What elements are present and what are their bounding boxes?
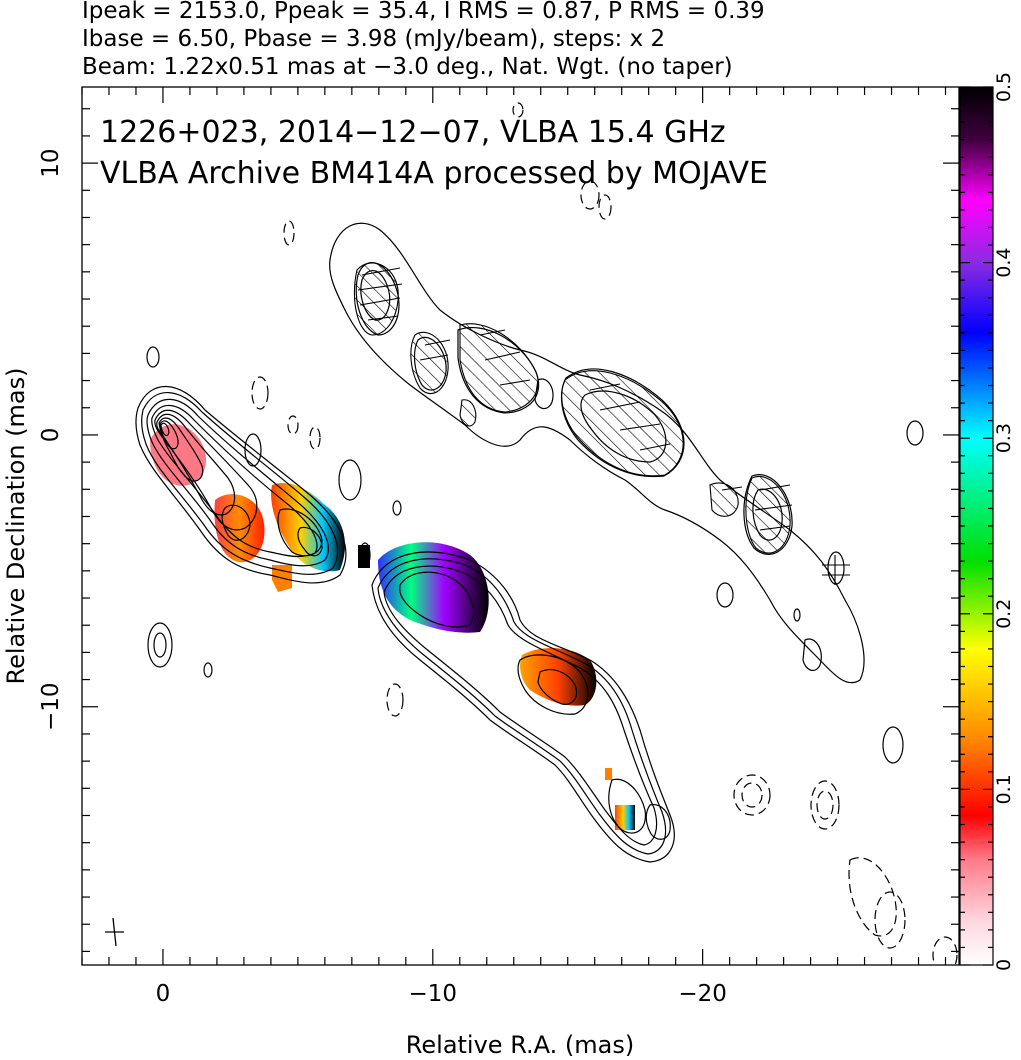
- colorbar-ticks: 0 0.1 0.2 0.3 0.4 0.5: [960, 72, 1015, 971]
- archive-annotation: VLBA Archive BM414A processed by MOJAVE: [100, 156, 768, 191]
- y-tick-label: 10: [38, 148, 64, 177]
- evpa-vectors: [357, 267, 850, 585]
- colorbar-tick-label: 0.5: [993, 72, 1015, 102]
- x-tick-label: −20: [678, 981, 727, 1007]
- y-tick-label: 0: [38, 428, 64, 443]
- negative-contours: [251, 102, 958, 965]
- hatched-regions: [353, 262, 791, 554]
- x-tick-label: −10: [409, 981, 458, 1007]
- intensity-contours: [135, 222, 924, 863]
- header-line-1: Ipeak = 2153.0, Ppeak = 35.4, I RMS = 0.…: [82, 0, 765, 24]
- header-line-2: Ibase = 6.50, Pbase = 3.98 (mJy/beam), s…: [82, 26, 665, 52]
- polarization-color-patches: [150, 424, 635, 830]
- colorbar-tick-label: 0: [993, 959, 1015, 971]
- colorbar: [959, 86, 994, 966]
- y-axis-ticks: 10 0 −10: [38, 108, 959, 953]
- beam-marker: [105, 917, 124, 947]
- colorbar-tick-label: 0.4: [993, 247, 1015, 277]
- colorbar-tick-label: 0.3: [993, 423, 1015, 453]
- x-axis-ticks: 0 −10 −20: [81, 87, 947, 1007]
- colorbar-tick-label: 0.2: [993, 599, 1015, 629]
- plot-frame: [81, 86, 960, 966]
- source-annotation: 1226+023, 2014−12−07, VLBA 15.4 GHz: [100, 115, 726, 150]
- y-axis-label: Relative Declination (mas): [2, 367, 30, 684]
- y-tick-label: −10: [38, 682, 64, 731]
- colorbar-tick-label: 0.1: [993, 774, 1015, 804]
- x-axis-label: Relative R.A. (mas): [406, 1031, 634, 1059]
- map-content: 1226+023, 2014−12−07, VLBA 15.4 GHz VLBA…: [100, 102, 958, 965]
- x-tick-label: 0: [156, 981, 171, 1007]
- header-line-3: Beam: 1.22x0.51 mas at −3.0 deg., Nat. W…: [82, 54, 733, 80]
